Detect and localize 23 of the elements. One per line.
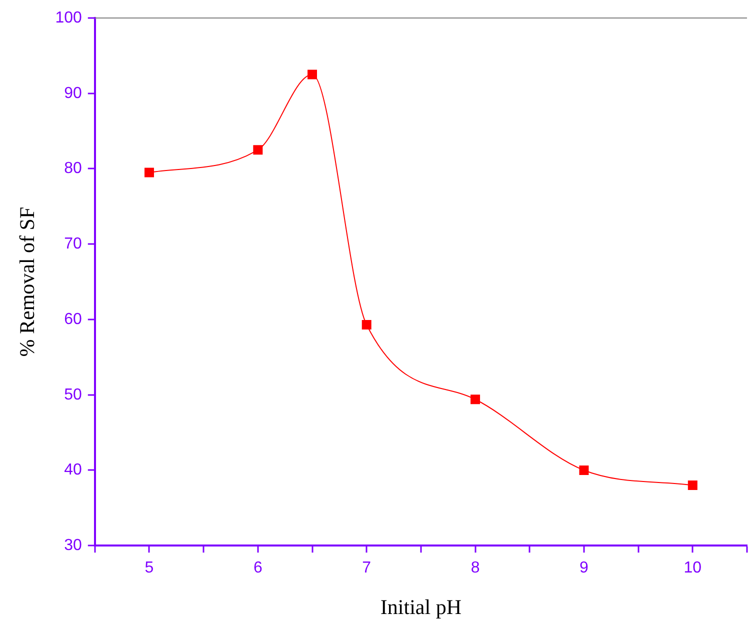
x-tick-label: 5 [144,560,154,577]
y-tick-label: 100 [55,9,82,26]
x-tick-label: 8 [470,560,480,577]
y-tick-label: 30 [64,537,82,554]
x-axis-title: Initial pH [380,594,462,619]
point [308,70,318,80]
y-tick-label: 70 [64,236,82,253]
x-tick-label: 7 [362,560,372,577]
point [144,168,154,178]
point [362,320,372,330]
point [470,394,480,404]
y-tick-label: 90 [64,84,82,102]
y-tick-label: 50 [64,386,82,404]
point [253,145,263,155]
point [579,465,589,475]
y-axis-title: % Removal of SF [15,206,40,357]
x-tick-label: 10 [684,560,702,577]
point [688,480,698,490]
y-tick-label: 60 [64,310,82,328]
x-tick-label: 6 [253,560,262,577]
y-tick-label: 80 [64,160,82,178]
y-tick-label: 40 [64,462,82,479]
x-tick-label: 9 [580,560,589,577]
